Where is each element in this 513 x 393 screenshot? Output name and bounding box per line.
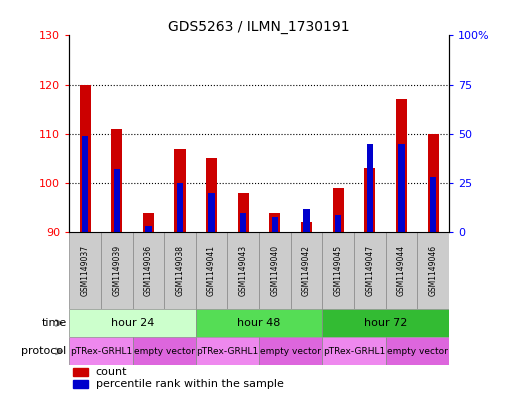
Bar — [367, 144, 373, 232]
Bar — [174, 149, 186, 232]
Bar — [196, 337, 259, 365]
Bar — [132, 232, 164, 309]
Bar — [113, 169, 120, 232]
Bar — [82, 136, 88, 232]
Bar — [208, 193, 215, 232]
Text: GSM1149044: GSM1149044 — [397, 245, 406, 296]
Text: GSM1149040: GSM1149040 — [270, 245, 280, 296]
Text: GSM1149043: GSM1149043 — [239, 245, 248, 296]
Bar — [269, 213, 281, 232]
Bar — [322, 232, 354, 309]
Bar — [386, 337, 449, 365]
Text: GSM1149039: GSM1149039 — [112, 245, 121, 296]
Bar — [69, 309, 196, 337]
Text: pTRex-GRHL1: pTRex-GRHL1 — [323, 347, 385, 356]
Text: GSM1149041: GSM1149041 — [207, 245, 216, 296]
Bar — [427, 134, 439, 232]
Text: count: count — [96, 367, 127, 376]
Bar — [417, 232, 449, 309]
Bar — [206, 158, 217, 232]
Text: hour 24: hour 24 — [111, 318, 154, 328]
Bar — [364, 168, 376, 232]
Text: pTRex-GRHL1: pTRex-GRHL1 — [196, 347, 259, 356]
Text: empty vector: empty vector — [134, 347, 194, 356]
Bar — [291, 232, 322, 309]
Bar — [303, 209, 310, 232]
Bar — [335, 215, 341, 232]
Bar — [132, 337, 196, 365]
Bar — [145, 226, 151, 232]
Bar — [396, 99, 407, 232]
Text: GSM1149038: GSM1149038 — [175, 245, 185, 296]
Text: empty vector: empty vector — [387, 347, 448, 356]
Text: empty vector: empty vector — [260, 347, 321, 356]
Text: hour 72: hour 72 — [364, 318, 407, 328]
Text: GSM1149036: GSM1149036 — [144, 245, 153, 296]
Bar — [272, 217, 278, 232]
Bar — [69, 232, 101, 309]
Bar — [398, 144, 405, 232]
Text: percentile rank within the sample: percentile rank within the sample — [96, 379, 284, 389]
Bar — [332, 188, 344, 232]
Title: GDS5263 / ILMN_1730191: GDS5263 / ILMN_1730191 — [168, 20, 350, 34]
Text: GSM1149037: GSM1149037 — [81, 245, 90, 296]
Bar — [101, 232, 132, 309]
Bar — [164, 232, 196, 309]
Bar — [354, 232, 386, 309]
Bar — [238, 193, 249, 232]
Text: GSM1149047: GSM1149047 — [365, 245, 374, 296]
Bar — [386, 232, 417, 309]
Bar — [301, 222, 312, 232]
Bar — [80, 84, 91, 232]
Bar — [69, 337, 132, 365]
Bar — [322, 309, 449, 337]
Text: GSM1149045: GSM1149045 — [333, 245, 343, 296]
Bar — [240, 213, 246, 232]
Text: pTRex-GRHL1: pTRex-GRHL1 — [70, 347, 132, 356]
Text: hour 48: hour 48 — [238, 318, 281, 328]
Text: GSM1149042: GSM1149042 — [302, 245, 311, 296]
Text: GSM1149046: GSM1149046 — [428, 245, 438, 296]
Bar — [73, 367, 88, 376]
Text: time: time — [42, 318, 67, 328]
Bar — [177, 183, 183, 232]
Bar — [196, 309, 322, 337]
Bar — [430, 177, 436, 232]
Text: protocol: protocol — [22, 346, 67, 356]
Bar — [196, 232, 227, 309]
Bar — [73, 380, 88, 388]
Bar — [111, 129, 122, 232]
Bar — [322, 337, 386, 365]
Bar — [259, 337, 322, 365]
Bar — [143, 213, 154, 232]
Bar — [259, 232, 291, 309]
Bar — [227, 232, 259, 309]
